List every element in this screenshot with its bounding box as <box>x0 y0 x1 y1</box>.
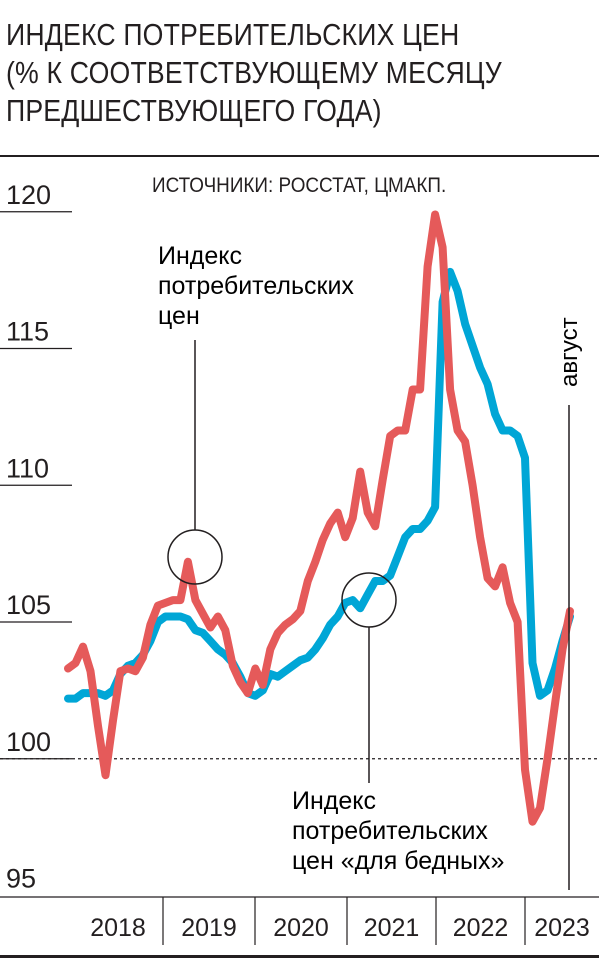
annotation-line: Индекс <box>158 242 242 270</box>
y-tick-label: 120 <box>6 180 51 210</box>
annotation-line: цен «для бедных» <box>292 847 504 875</box>
year-label: 2018 <box>90 914 146 942</box>
year-label: 2022 <box>453 914 509 942</box>
source-note: ИСТОЧНИКИ: РОССТАТ, ЦМАКП. <box>152 174 447 197</box>
year-label: 2020 <box>273 914 329 942</box>
annotation-line: потребительских <box>292 817 488 845</box>
y-tick-label: 110 <box>6 453 49 483</box>
cpi-annotation-label: Индекс потребительских цен <box>158 242 361 330</box>
last-month-label: август <box>556 317 583 387</box>
year-label: 2023 <box>534 914 590 942</box>
y-tick-label: 95 <box>6 864 36 894</box>
annotation-line: потребительских <box>158 272 354 300</box>
bottom-rule <box>0 955 599 958</box>
y-tick-label: 100 <box>6 727 51 757</box>
cpi-series-line <box>64 267 574 703</box>
title-divider <box>0 155 599 157</box>
annotation-line: цен <box>158 302 200 330</box>
y-tick-label: 115 <box>6 317 49 347</box>
title-line: ПРЕДШЕСТВУЮЩЕГО ГОДА) <box>6 93 382 128</box>
cpi-poor-series-line <box>64 210 574 826</box>
year-label: 2019 <box>181 914 237 942</box>
cpi-poor-annotation-label: Индекс потребительских цен «для бедных» <box>292 787 504 875</box>
year-label: 2021 <box>364 914 420 942</box>
cpi-annotation-circle <box>167 529 223 585</box>
chart-title: ИНДЕКС ПОТРЕБИТЕЛЬСКИХ ЦЕН (% К СООТВЕТС… <box>6 16 513 130</box>
title-line: (% К СООТВЕТСТВУЮЩЕМУ МЕСЯЦУ <box>6 55 502 90</box>
title-line: ИНДЕКС ПОТРЕБИТЕЛЬСКИХ ЦЕН <box>6 17 460 52</box>
y-tick-label: 105 <box>6 590 51 620</box>
annotation-line: Индекс <box>292 787 376 815</box>
